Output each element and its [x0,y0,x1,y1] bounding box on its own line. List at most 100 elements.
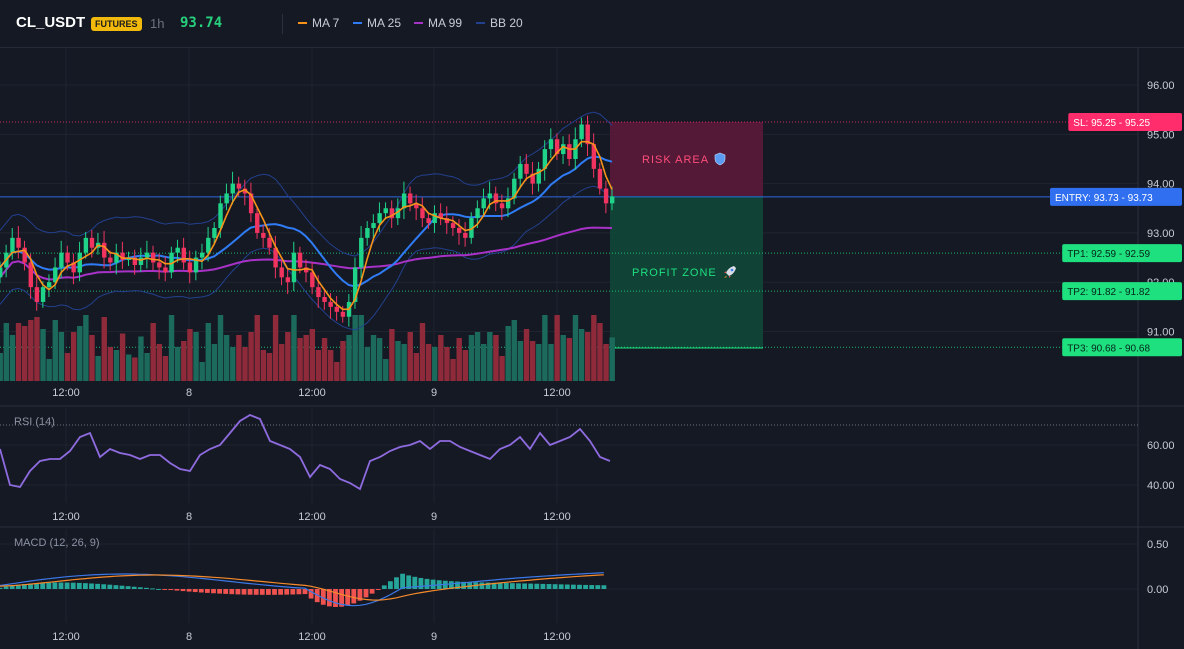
legend-ma25-label: MA 25 [367,16,402,30]
macd-bar [64,582,70,589]
candle-body [401,193,407,209]
macd-bar [351,589,357,604]
volume-bar [425,344,432,381]
macd-bar [131,586,137,589]
volume-bar [217,315,224,381]
macd-bar [577,584,582,589]
macd-bar [83,583,88,589]
macd-bar [497,582,503,589]
legend-bb20[interactable]: BB 20 [476,16,523,30]
macd-bar [259,589,265,595]
candle-body [316,287,321,298]
volume-bar [413,353,420,381]
candle-body [579,124,584,140]
volume-bar [64,353,71,381]
candle-body [610,196,615,204]
macd-bar [40,582,46,589]
futures-badge: FUTURES [91,17,142,31]
macd-bar [412,576,418,589]
volume-bar [211,344,218,381]
macd-bar [296,589,302,595]
macd-bar [308,589,314,599]
time-tick: 12:00 [543,387,571,399]
candle-body [322,297,327,302]
chart-header: CL_USDT FUTURES 1h 93.74 MA 7 MA 25 MA 9… [0,0,1184,48]
candle-body [102,242,107,258]
macd-bar [3,586,9,589]
candle-body [175,247,180,253]
candle-body [285,277,291,283]
candle-body [40,287,46,302]
volume-bar [523,329,530,381]
candle-body [524,163,529,174]
candle-body [365,227,370,238]
candle-body [199,252,205,258]
volume-bar [609,337,615,381]
candle-body [138,257,144,265]
ma99-swatch [414,22,423,24]
volume-bar [462,350,469,381]
rsi-tick-60: 60.00 [1147,440,1175,452]
volume-bar [474,332,481,381]
macd-bar [137,587,143,589]
volume-bar [432,347,438,381]
level-label-bg [1062,282,1182,301]
legend-ma99[interactable]: MA 99 [414,16,462,30]
level-label-bg [1062,338,1182,357]
candle-body [83,237,89,253]
volume-bar [0,353,3,381]
volume-bar [199,362,205,381]
macd-bar [290,589,296,595]
time-tick: 9 [431,631,437,643]
candle-body [10,237,15,253]
ma25-line [0,155,613,288]
candle-body [53,267,58,283]
volume-bar [132,357,138,381]
volume-bar [548,344,554,381]
symbol-name[interactable]: CL_USDT [16,14,86,31]
volume-bar [46,359,52,381]
candle-body [242,188,248,194]
volume-bar [529,341,536,381]
volume-bars [0,315,615,381]
macd-bar [327,589,332,607]
time-tick: 12:00 [298,511,326,523]
volume-bar [28,320,34,381]
candle-body [89,237,95,248]
volume-bar [505,326,511,381]
level-label: SL: 95.25 - 95.25 [1073,118,1150,129]
ma7-line [0,140,613,311]
macd-bar [235,589,241,595]
candle-body [157,262,162,268]
candle-body [151,252,156,263]
candle-body [512,178,517,199]
volume-bar [70,332,77,381]
time-tick: 12:00 [52,631,80,643]
macd-bar [534,583,540,589]
volume-bar [119,333,126,381]
level-label-bg [1062,244,1182,263]
candle-body [255,213,260,233]
macd-bar [339,589,344,607]
macd-tick-050: 0.50 [1147,539,1168,551]
volume-bar [187,329,193,381]
candle-body [267,237,272,248]
timeframe-selector[interactable]: 1h [150,16,165,31]
volume-bar [603,344,609,381]
risk-area-zone [610,122,763,196]
macd-bar [278,589,283,595]
macd-bar [540,583,546,589]
candle-body [310,272,315,288]
profit-zone-label: PROFIT ZONE [632,267,717,279]
legend-ma25[interactable]: MA 25 [353,16,401,30]
volume-bar [340,341,346,381]
legend-ma7[interactable]: MA 7 [298,16,339,30]
time-tick: 12:00 [543,631,571,643]
macd-bar [205,589,210,593]
macd-signal-line [0,574,604,601]
candle-body [499,203,505,209]
volume-bar [591,315,597,381]
macd-bar [491,582,497,589]
